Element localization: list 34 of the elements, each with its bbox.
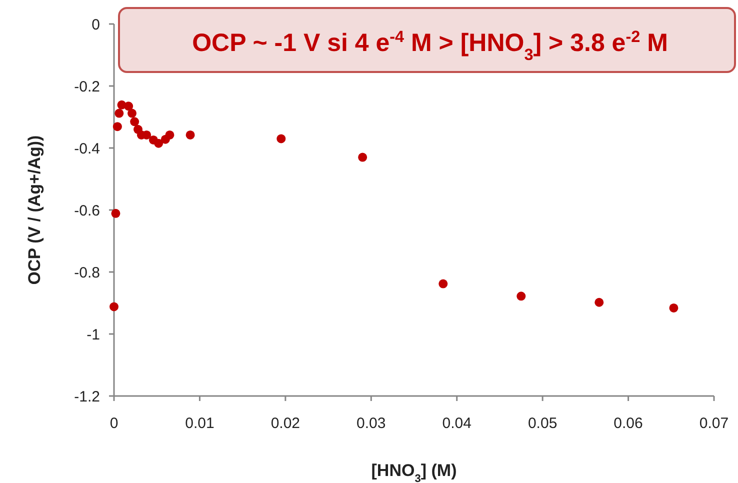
point — [128, 108, 136, 118]
x-axis-title: [HNO$_{3}$] (M) — [371, 461, 457, 483]
x-tick-label: 0.03 — [356, 415, 386, 432]
y-tick-label: -1 — [86, 326, 100, 344]
x-tick-label: 0.07 — [699, 415, 729, 432]
point — [130, 117, 140, 126]
point — [276, 134, 286, 144]
y-tick-label: -0.2 — [74, 78, 100, 96]
point — [112, 122, 122, 132]
point — [669, 303, 678, 312]
x-tick-label: 0.06 — [614, 415, 643, 432]
point — [594, 298, 604, 307]
point — [186, 130, 195, 140]
point — [114, 108, 124, 118]
y-tick-label: -1.2 — [74, 388, 100, 406]
point — [516, 292, 526, 301]
point — [110, 302, 118, 312]
x-tick-label: 0.02 — [270, 415, 300, 432]
x-tick-label: 0 — [110, 415, 118, 432]
point — [124, 102, 134, 111]
point — [165, 130, 174, 140]
y-tick-label: -0.4 — [74, 140, 100, 158]
x-tick-label: 0.05 — [528, 415, 558, 432]
x-tick-label: 0.01 — [185, 415, 214, 432]
y-tick-label: -0.8 — [74, 264, 100, 282]
y-tick-label: -0.6 — [74, 202, 100, 220]
x-tick-label: 0.04 — [442, 415, 472, 432]
point — [438, 279, 448, 288]
point — [358, 152, 368, 162]
annotation: OCP ~ -1 V si 4 e$^{-4}$ M > [HNO$_{3}$] > 3.8 e$^{-2}$ M — [192, 28, 668, 64]
y-axis-title: OCP (V / (Ag+/Ag)) — [25, 135, 44, 285]
point — [154, 138, 164, 148]
y-tick-label: 0 — [92, 16, 100, 34]
point — [111, 208, 120, 218]
